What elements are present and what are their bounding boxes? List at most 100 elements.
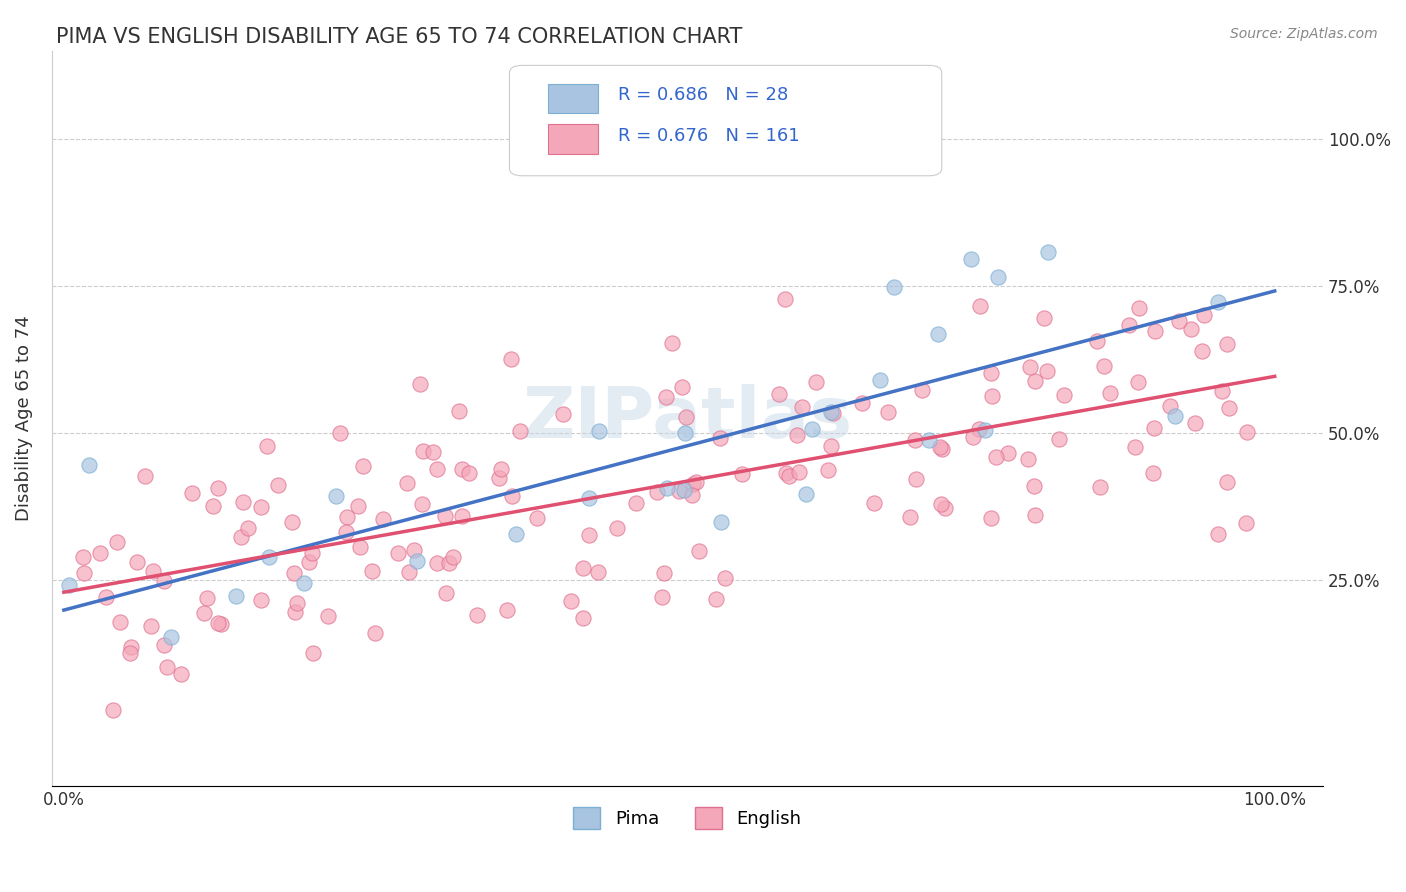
Point bbox=[441, 549, 464, 564]
Point bbox=[1215, 337, 1237, 351]
Point bbox=[395, 476, 418, 491]
Point bbox=[499, 351, 522, 366]
Point bbox=[790, 400, 813, 414]
Point bbox=[1036, 244, 1059, 259]
Point bbox=[967, 422, 990, 436]
FancyBboxPatch shape bbox=[547, 84, 599, 113]
Point bbox=[1211, 384, 1233, 399]
Point bbox=[1218, 401, 1240, 416]
Point bbox=[292, 576, 315, 591]
Point bbox=[120, 640, 142, 654]
Point bbox=[980, 511, 1002, 525]
Point bbox=[283, 566, 305, 580]
Point bbox=[713, 571, 735, 585]
Point bbox=[1159, 399, 1181, 413]
Point bbox=[280, 515, 302, 529]
Point bbox=[118, 646, 141, 660]
Point bbox=[250, 593, 273, 607]
Point bbox=[387, 546, 409, 560]
Point bbox=[668, 483, 690, 498]
Point bbox=[451, 462, 474, 476]
Point bbox=[1092, 359, 1115, 373]
Point bbox=[927, 326, 949, 341]
Point bbox=[225, 589, 247, 603]
Point bbox=[422, 444, 444, 458]
Point bbox=[673, 426, 696, 441]
Point bbox=[1088, 479, 1111, 493]
Point bbox=[645, 484, 668, 499]
Point bbox=[231, 530, 253, 544]
Point bbox=[450, 509, 472, 524]
Point bbox=[1206, 527, 1229, 541]
FancyBboxPatch shape bbox=[509, 65, 942, 176]
Point bbox=[652, 566, 675, 580]
Point bbox=[775, 292, 797, 306]
Text: R = 0.686   N = 28: R = 0.686 N = 28 bbox=[617, 86, 787, 103]
Point bbox=[685, 475, 707, 490]
Point bbox=[984, 450, 1007, 465]
Point bbox=[1126, 375, 1149, 389]
Point bbox=[153, 574, 176, 588]
Point bbox=[159, 630, 181, 644]
Point bbox=[675, 409, 697, 424]
Point bbox=[651, 591, 673, 605]
Point bbox=[347, 499, 370, 513]
Point bbox=[335, 525, 357, 540]
Point bbox=[156, 660, 179, 674]
Point bbox=[1164, 409, 1187, 423]
Point bbox=[1047, 432, 1070, 446]
Point bbox=[141, 619, 163, 633]
Point bbox=[877, 405, 900, 419]
Point bbox=[571, 611, 593, 625]
Point bbox=[987, 269, 1010, 284]
Point bbox=[578, 528, 600, 542]
Point bbox=[673, 483, 696, 497]
Point bbox=[465, 607, 488, 622]
Point bbox=[505, 527, 527, 541]
Point bbox=[1053, 388, 1076, 402]
Point bbox=[449, 404, 471, 418]
Point bbox=[1143, 421, 1166, 435]
Point bbox=[688, 543, 710, 558]
Y-axis label: Disability Age 65 to 74: Disability Age 65 to 74 bbox=[15, 316, 32, 522]
Point bbox=[704, 592, 727, 607]
Point bbox=[1017, 451, 1039, 466]
Point bbox=[768, 386, 790, 401]
Point bbox=[898, 510, 921, 524]
Point bbox=[778, 469, 800, 483]
Point bbox=[77, 458, 100, 472]
Point bbox=[409, 376, 432, 391]
Point bbox=[661, 336, 683, 351]
Point bbox=[1168, 314, 1191, 328]
Point bbox=[195, 591, 218, 605]
Text: ZIPatlas: ZIPatlas bbox=[523, 384, 852, 453]
Point bbox=[1035, 364, 1057, 378]
Text: Source: ZipAtlas.com: Source: ZipAtlas.com bbox=[1230, 27, 1378, 41]
Point bbox=[821, 405, 844, 419]
Point bbox=[491, 462, 513, 476]
Point bbox=[1022, 478, 1045, 492]
Point bbox=[349, 540, 371, 554]
Point bbox=[682, 477, 704, 491]
Point bbox=[302, 646, 325, 660]
Point bbox=[1085, 334, 1108, 349]
Point bbox=[371, 512, 394, 526]
Point bbox=[267, 478, 290, 492]
Point bbox=[412, 443, 434, 458]
Point bbox=[962, 430, 984, 444]
Point bbox=[800, 422, 823, 436]
Point bbox=[817, 462, 839, 476]
Point bbox=[256, 439, 278, 453]
Point bbox=[655, 390, 678, 404]
Point bbox=[1191, 343, 1213, 358]
Point bbox=[626, 496, 648, 510]
Point bbox=[328, 426, 350, 441]
Point bbox=[433, 509, 456, 524]
Point bbox=[1206, 295, 1229, 310]
Point bbox=[153, 638, 176, 652]
Point bbox=[142, 565, 165, 579]
Point bbox=[426, 461, 449, 475]
Point bbox=[285, 596, 308, 610]
Point bbox=[820, 440, 842, 454]
Point bbox=[578, 491, 600, 505]
